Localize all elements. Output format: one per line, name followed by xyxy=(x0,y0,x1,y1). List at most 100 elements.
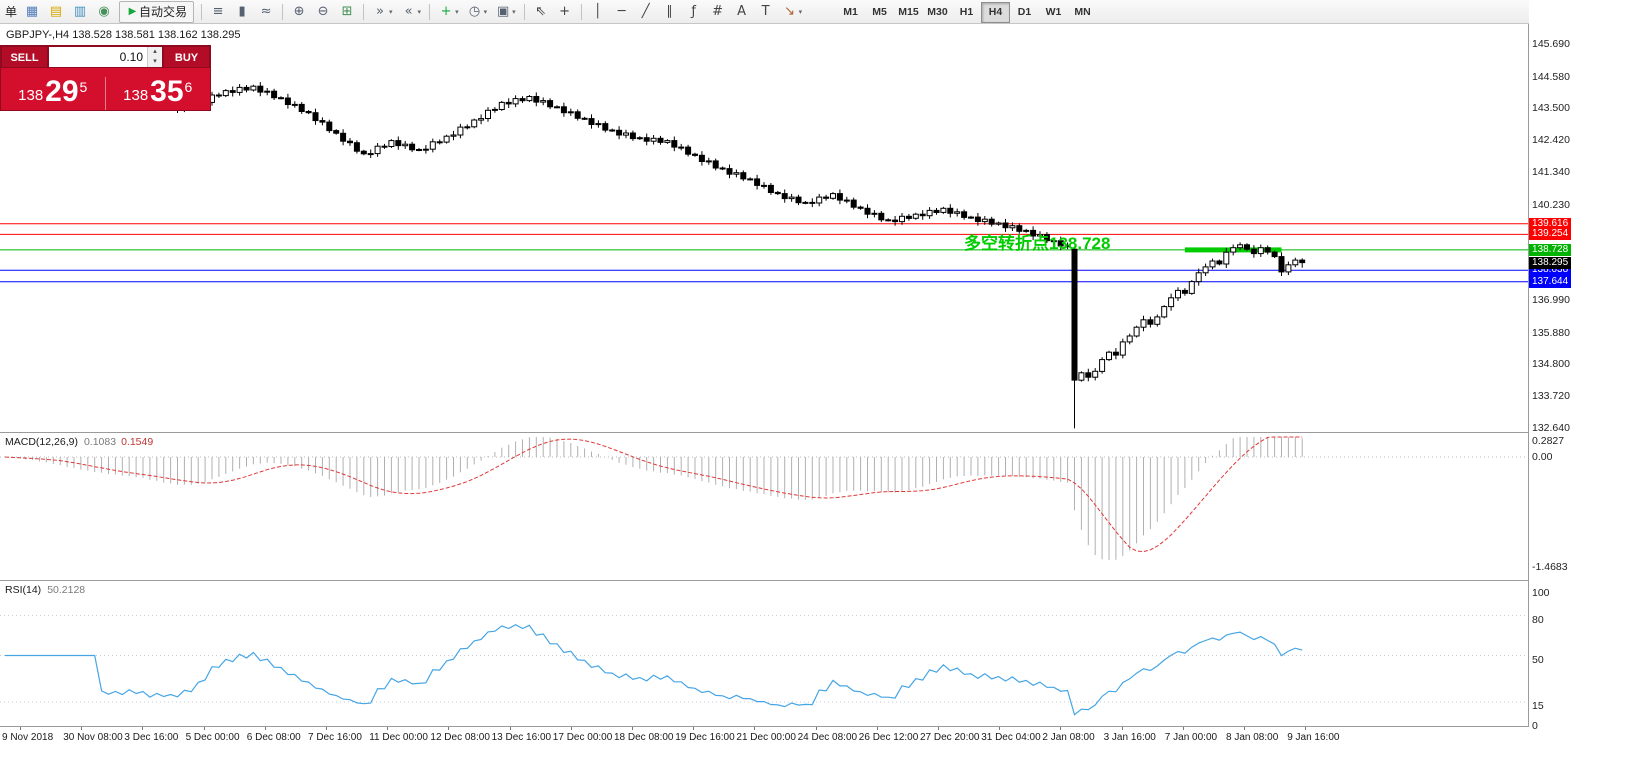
time-tick xyxy=(632,727,633,730)
time-axis-label: 27 Dec 20:00 xyxy=(920,732,980,743)
timeframe-mn[interactable]: MN xyxy=(1074,6,1091,18)
toolbar-separator xyxy=(580,3,582,20)
rsi-axis-label: 100 xyxy=(1532,587,1550,599)
time-tick xyxy=(999,727,1001,730)
text-icon[interactable]: A xyxy=(731,1,753,23)
bar-chart-type-icon[interactable]: ≡ xyxy=(207,1,229,23)
vertical-line-icon: │ xyxy=(593,3,602,19)
time-axis-label: 12 Dec 08:00 xyxy=(430,732,490,743)
zoom-out-icon[interactable]: ⊖ xyxy=(312,1,334,23)
lot-increase-button[interactable]: ▴ xyxy=(148,47,162,57)
grid-icon[interactable]: # xyxy=(707,1,729,23)
level-price-label[interactable]: 139.254 xyxy=(1529,228,1572,241)
time-axis-label: 26 Dec 12:00 xyxy=(858,732,919,743)
toolbar-separator xyxy=(523,3,525,20)
crosshair-icon[interactable]: + xyxy=(554,1,576,23)
rsi-axis-label: 80 xyxy=(1532,613,1544,626)
macd-label: MACD(12,26,9) 0.1083 0.1549 xyxy=(5,436,153,448)
arrows-tool-icon[interactable]: ↘ ▾ xyxy=(779,1,806,23)
timeframe-h4[interactable]: H4 xyxy=(981,2,1010,23)
sell-button[interactable]: SELL xyxy=(1,46,48,68)
time-axis-label: 6 Dec 08:00 xyxy=(246,732,301,743)
axis-border xyxy=(1528,24,1529,727)
price-axis-label: 140.230 xyxy=(1532,198,1570,211)
price-axis[interactable]: 145.690 144.580 143.500 142.420 141.340 140.2… xyxy=(1529,0,1625,768)
auto-scroll-icon: » xyxy=(376,3,385,19)
timeframe-m5[interactable]: M5 xyxy=(872,6,887,18)
time-axis-label: 7 Jan 00:00 xyxy=(1164,732,1218,743)
price-axis-label: 132.640 xyxy=(1532,422,1570,434)
level-price-label[interactable]: 139.616 xyxy=(1529,217,1572,230)
horizontal-line-icon[interactable]: ─ xyxy=(611,1,633,23)
zoom-in-icon[interactable]: ⊕ xyxy=(288,1,310,23)
timeframe-m15[interactable]: M15 xyxy=(898,6,919,18)
level-price-label[interactable]: 138.728 xyxy=(1529,243,1572,256)
cursor-icon[interactable]: ⇖ xyxy=(530,1,552,23)
profiles-icon[interactable]: ▤ xyxy=(45,1,67,23)
menu-fragment-label: 单 xyxy=(5,5,18,19)
new-chart-icon[interactable]: ▦ xyxy=(21,1,43,23)
timeframe-d1[interactable]: D1 xyxy=(1017,6,1032,18)
rsi-name: RSI(14) xyxy=(5,584,42,596)
grid-icon: # xyxy=(712,3,724,19)
timeframe-w1[interactable]: W1 xyxy=(1045,6,1062,18)
candlestick-type-icon: ▮ xyxy=(238,3,246,19)
time-tick xyxy=(754,727,756,730)
time-tick xyxy=(81,727,83,730)
time-axis-label: 3 Dec 16:00 xyxy=(124,732,179,743)
buy-price[interactable]: 138 35 6 xyxy=(106,77,211,110)
rsi-axis-label: 50 xyxy=(1532,653,1544,666)
periods-icon[interactable]: ◷ ▾ xyxy=(464,1,491,23)
vertical-line-icon[interactable]: │ xyxy=(587,1,609,23)
new-chart-icon: ▦ xyxy=(25,3,39,19)
toolbar-separator xyxy=(201,3,203,20)
rsi-chart[interactable] xyxy=(0,581,1528,727)
toolbar-separator xyxy=(363,3,365,20)
market-watch-icon[interactable]: ▥ xyxy=(69,1,91,23)
macd-chart[interactable] xyxy=(0,433,1528,580)
tile-windows-icon[interactable]: ⊞ xyxy=(336,1,358,23)
time-tick xyxy=(509,727,511,730)
time-tick xyxy=(938,727,939,730)
auto-trading-button[interactable]: ▶ 自动交易 xyxy=(119,0,195,23)
buy-button[interactable]: BUY xyxy=(163,46,210,68)
equidistant-channel-icon: ∥ xyxy=(666,3,673,19)
arrows-tool-icon: ↘ xyxy=(784,3,796,19)
add-indicator-icon[interactable]: + ▾ xyxy=(435,1,462,23)
chart-shift-icon[interactable]: «▾ xyxy=(398,1,425,23)
sell-price[interactable]: 138 29 5 xyxy=(1,77,106,110)
time-tick xyxy=(1305,727,1307,730)
lot-decrease-button[interactable]: ▾ xyxy=(148,57,162,67)
time-tick xyxy=(20,727,21,730)
time-axis-label: 9 Jan 16:00 xyxy=(1287,732,1340,743)
candlestick-type-icon[interactable]: ▮ xyxy=(231,1,253,23)
timeframe-m30[interactable]: M30 xyxy=(927,6,948,18)
panel-separator[interactable] xyxy=(0,432,1625,433)
line-chart-type-icon[interactable]: ≈ xyxy=(255,1,277,23)
panel-separator[interactable] xyxy=(0,580,1625,581)
template-icon[interactable]: ▣ ▾ xyxy=(492,1,519,23)
time-tick xyxy=(448,727,450,730)
current-price-label[interactable]: 138.295 xyxy=(1529,256,1572,269)
time-axis-label: 21 Dec 00:00 xyxy=(736,732,796,743)
lot-size-field[interactable]: 0.10 ▴ ▾ xyxy=(48,46,163,68)
dropdown-caret-icon: ▾ xyxy=(512,7,516,16)
equidistant-channel-icon[interactable]: ∥ xyxy=(659,1,681,23)
timeframe-m1[interactable]: M1 xyxy=(843,6,858,18)
time-axis-label: 9 Nov 2018 xyxy=(2,732,54,743)
time-axis-label: 8 Jan 08:00 xyxy=(1226,732,1279,743)
time-tick xyxy=(203,727,205,730)
zoom-out-icon: ⊖ xyxy=(317,3,329,19)
timeframe-h1[interactable]: H1 xyxy=(959,6,974,18)
fibonacci-icon[interactable]: ƒ xyxy=(683,1,705,23)
text-label-icon[interactable]: T xyxy=(755,1,777,23)
toolbar-separator xyxy=(429,3,431,20)
candlestick-chart[interactable]: 多空转折点138.728 xyxy=(0,24,1528,432)
trendline-icon[interactable]: ╱ xyxy=(635,1,657,23)
time-axis[interactable]: 9 Nov 2018 30 Nov 08:00 3 Dec 16:00 5 Dec 0… xyxy=(0,727,1528,768)
strategy-tester-icon[interactable]: ◉ xyxy=(93,1,115,23)
level-price-label[interactable]: 137.644 xyxy=(1529,275,1572,288)
add-indicator-icon: + xyxy=(440,3,452,19)
rsi-axis-label: 15 xyxy=(1532,700,1544,713)
auto-scroll-icon[interactable]: » ▾ xyxy=(369,1,396,23)
